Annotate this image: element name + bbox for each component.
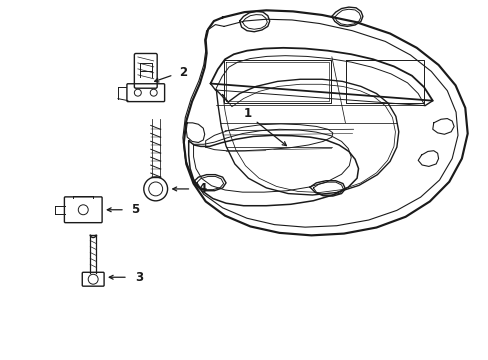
Text: 1: 1 xyxy=(244,107,251,120)
Text: 2: 2 xyxy=(179,66,187,79)
Text: 3: 3 xyxy=(135,271,142,284)
Text: 4: 4 xyxy=(198,183,206,195)
Text: 5: 5 xyxy=(130,203,139,216)
